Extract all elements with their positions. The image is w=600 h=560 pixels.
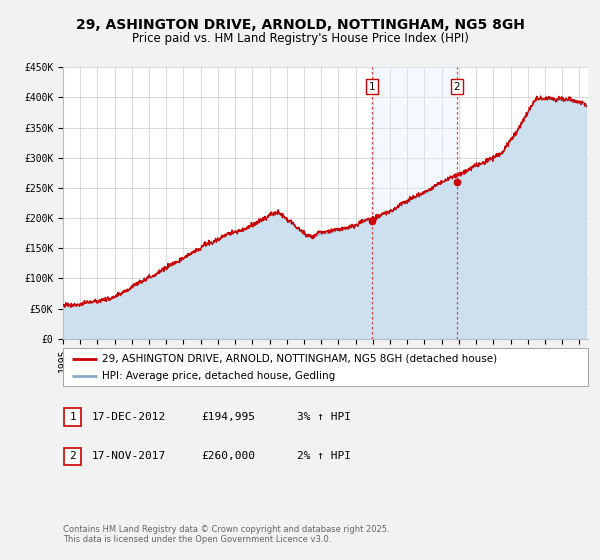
Text: HPI: Average price, detached house, Gedling: HPI: Average price, detached house, Gedl… xyxy=(103,371,335,381)
Text: 17-DEC-2012: 17-DEC-2012 xyxy=(92,412,166,422)
Text: £194,995: £194,995 xyxy=(201,412,255,422)
Text: 29, ASHINGTON DRIVE, ARNOLD, NOTTINGHAM, NG5 8GH: 29, ASHINGTON DRIVE, ARNOLD, NOTTINGHAM,… xyxy=(76,18,524,32)
Text: 3% ↑ HPI: 3% ↑ HPI xyxy=(297,412,351,422)
Text: Contains HM Land Registry data © Crown copyright and database right 2025.
This d: Contains HM Land Registry data © Crown c… xyxy=(63,525,389,544)
Bar xyxy=(372,67,457,339)
Text: 2: 2 xyxy=(454,82,460,91)
Text: £260,000: £260,000 xyxy=(201,451,255,461)
Text: Price paid vs. HM Land Registry's House Price Index (HPI): Price paid vs. HM Land Registry's House … xyxy=(131,31,469,45)
FancyBboxPatch shape xyxy=(63,348,588,386)
Text: 2% ↑ HPI: 2% ↑ HPI xyxy=(297,451,351,461)
Text: 2: 2 xyxy=(69,451,76,461)
Text: 1: 1 xyxy=(69,412,76,422)
FancyBboxPatch shape xyxy=(64,408,81,426)
Text: 17-NOV-2017: 17-NOV-2017 xyxy=(92,451,166,461)
FancyBboxPatch shape xyxy=(64,447,81,465)
Text: 1: 1 xyxy=(369,82,376,91)
Text: 29, ASHINGTON DRIVE, ARNOLD, NOTTINGHAM, NG5 8GH (detached house): 29, ASHINGTON DRIVE, ARNOLD, NOTTINGHAM,… xyxy=(103,353,497,363)
